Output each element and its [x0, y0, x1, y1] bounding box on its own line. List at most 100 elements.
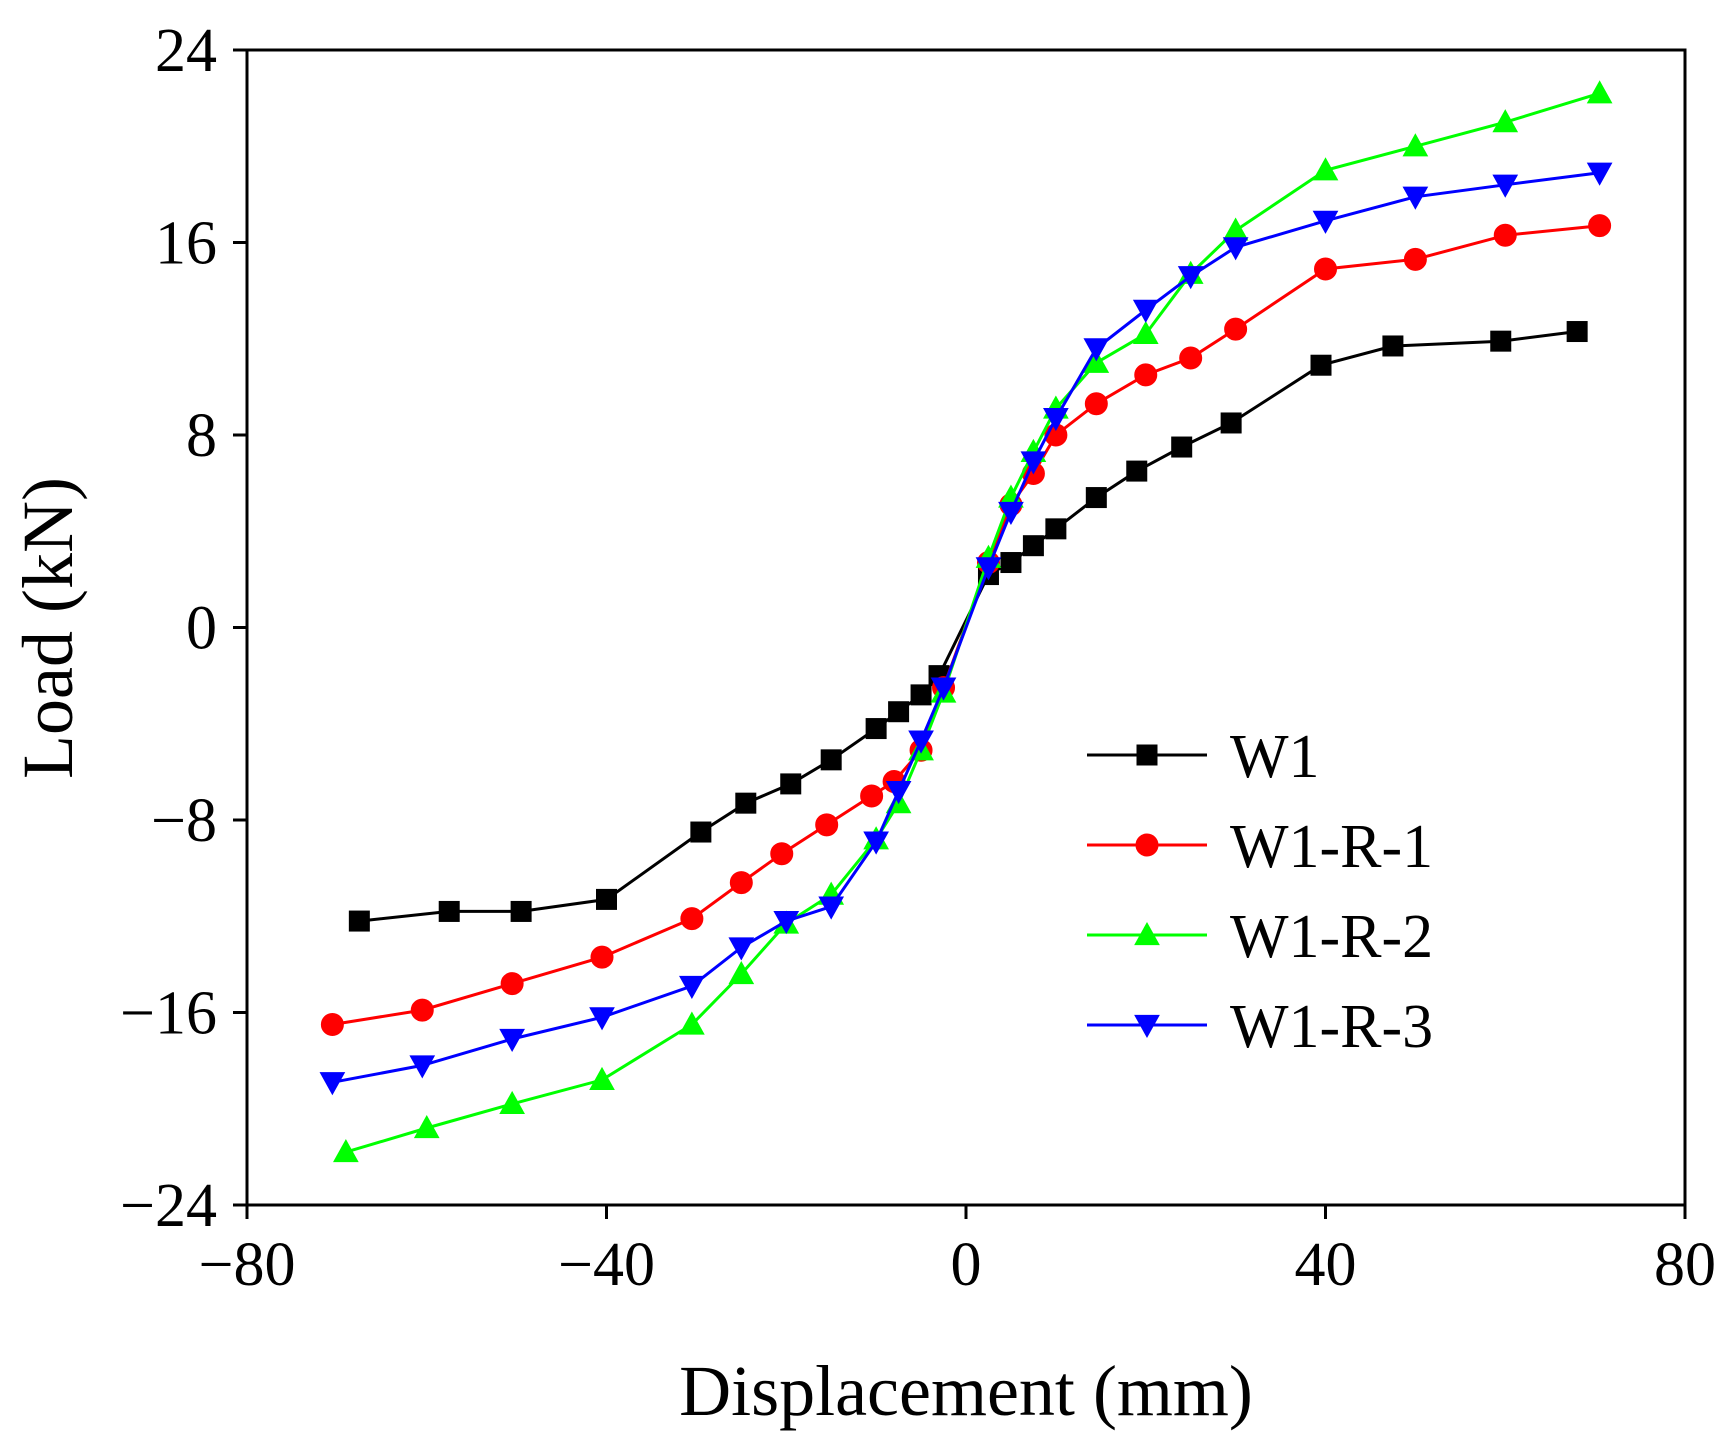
- x-tick-label: 80: [1654, 1231, 1716, 1299]
- data-point-w1-r-3: [679, 975, 705, 1000]
- series-line-w1-r-3: [332, 171, 1600, 1084]
- data-point-w1-r-3: [818, 896, 845, 920]
- data-point-w1-r-3: [319, 1072, 346, 1096]
- legend-marker: [1134, 1014, 1160, 1039]
- data-point-w1-r-3: [773, 910, 800, 935]
- data-point-w1-r-1: [1224, 317, 1248, 341]
- legend-item: W1-R-3: [1087, 993, 1433, 1061]
- data-point-w1-r-2: [1222, 217, 1249, 241]
- data-point-w1-r-3: [930, 677, 957, 701]
- data-point-w1: [348, 910, 370, 932]
- data-point-w1-r-1: [680, 907, 704, 931]
- data-point-w1-r-3: [589, 1007, 615, 1031]
- legend-label: W1: [1230, 723, 1320, 791]
- data-point-w1-r-3: [975, 557, 1002, 581]
- data-point-w1-r-1: [860, 784, 884, 808]
- data-point-w1: [1045, 518, 1067, 540]
- data-point-w1-r-2: [1312, 157, 1339, 181]
- data-point-w1-r-3: [1020, 451, 1047, 475]
- data-point-w1: [910, 684, 932, 706]
- data-point-w1-r-2: [1132, 320, 1159, 345]
- data-point-w1: [1310, 354, 1332, 376]
- x-tick-label: −40: [558, 1231, 655, 1299]
- data-point-w1-r-1: [1403, 247, 1427, 271]
- data-point-w1-r-2: [333, 1139, 359, 1163]
- data-point-w1-r-3: [1586, 162, 1613, 186]
- x-axis-title: Displacement (mm): [679, 1351, 1253, 1431]
- data-point-w1: [438, 900, 460, 922]
- data-point-w1: [820, 749, 842, 771]
- data-point-w1-r-2: [1402, 133, 1429, 157]
- data-point-w1-r-3: [1177, 266, 1204, 290]
- data-point-w1-r-1: [590, 945, 614, 969]
- legend-label: W1-R-3: [1230, 993, 1433, 1061]
- legend-item: W1: [1087, 723, 1320, 791]
- data-point-w1-r-1: [1314, 257, 1337, 281]
- legend-marker: [1135, 833, 1159, 857]
- data-point-w1: [1382, 335, 1404, 357]
- y-tick-label: 24: [155, 17, 217, 85]
- y-axis-title: Load (kN): [8, 477, 88, 779]
- y-tick-label: 16: [155, 210, 217, 278]
- data-point-w1-r-1: [815, 813, 839, 837]
- data-point-w1-r-3: [1492, 174, 1519, 198]
- legend-item: W1-R-1: [1087, 813, 1433, 881]
- legend-marker: [1136, 744, 1158, 766]
- data-point-w1: [1022, 535, 1044, 557]
- data-point-w1-r-1: [1134, 363, 1158, 387]
- data-point-w1-r-1: [1493, 223, 1517, 247]
- data-point-w1-r-3: [409, 1055, 436, 1079]
- data-point-w1: [510, 900, 532, 922]
- data-point-w1-r-3: [1043, 408, 1069, 432]
- y-tick-label: −16: [120, 980, 217, 1048]
- data-point-w1-r-3: [908, 730, 934, 754]
- data-point-w1-r-1: [1588, 214, 1612, 238]
- y-tick-label: −8: [151, 787, 217, 855]
- data-point-w1-r-1: [410, 998, 434, 1022]
- data-point-w1-r-3: [998, 501, 1024, 526]
- data-point-w1: [1000, 552, 1022, 574]
- data-point-w1-r-2: [679, 1011, 705, 1035]
- data-point-w1-r-1: [1179, 346, 1203, 370]
- y-tick-label: −24: [120, 1172, 217, 1240]
- data-point-w1-r-3: [499, 1028, 525, 1052]
- data-point-w1-r-1: [1084, 392, 1108, 416]
- data-point-w1-r-3: [1312, 210, 1339, 234]
- data-point-w1-r-3: [1083, 338, 1110, 362]
- data-point-w1: [1220, 412, 1242, 434]
- data-point-w1: [865, 718, 887, 740]
- series-w1-r-3: [319, 162, 1613, 1096]
- legend-label: W1-R-2: [1230, 903, 1433, 971]
- x-tick-label: −80: [199, 1231, 296, 1299]
- data-point-w1: [1566, 321, 1588, 343]
- data-point-w1-r-3: [728, 937, 755, 961]
- y-tick-label: 0: [186, 595, 217, 663]
- data-point-w1-r-2: [1492, 109, 1519, 133]
- legend-item: W1-R-2: [1087, 903, 1433, 971]
- data-point-w1-r-2: [589, 1066, 615, 1090]
- data-point-w1-r-1: [729, 871, 753, 895]
- legend-marker: [1134, 921, 1160, 946]
- data-point-w1-r-3: [1132, 299, 1159, 323]
- data-point-w1-r-2: [413, 1114, 440, 1139]
- legend-label: W1-R-1: [1230, 813, 1433, 881]
- data-point-w1-r-3: [863, 831, 889, 855]
- y-tick-label: 8: [186, 402, 217, 470]
- data-point-w1-r-3: [1402, 186, 1429, 210]
- data-point-w1-r-3: [885, 781, 912, 805]
- data-point-w1: [690, 821, 712, 843]
- series-line-w1: [359, 330, 1578, 923]
- data-point-w1: [1126, 460, 1148, 482]
- data-point-w1-r-2: [1586, 80, 1613, 104]
- x-tick-label: 40: [1295, 1231, 1357, 1299]
- data-point-w1: [596, 888, 617, 910]
- data-point-w1-r-2: [499, 1090, 525, 1115]
- data-point-w1: [888, 701, 910, 723]
- data-point-w1: [735, 792, 757, 814]
- data-point-w1-r-3: [1222, 237, 1249, 261]
- x-tick-label: 0: [951, 1231, 982, 1299]
- data-point-w1: [1171, 436, 1193, 458]
- data-point-w1-r-1: [770, 842, 794, 866]
